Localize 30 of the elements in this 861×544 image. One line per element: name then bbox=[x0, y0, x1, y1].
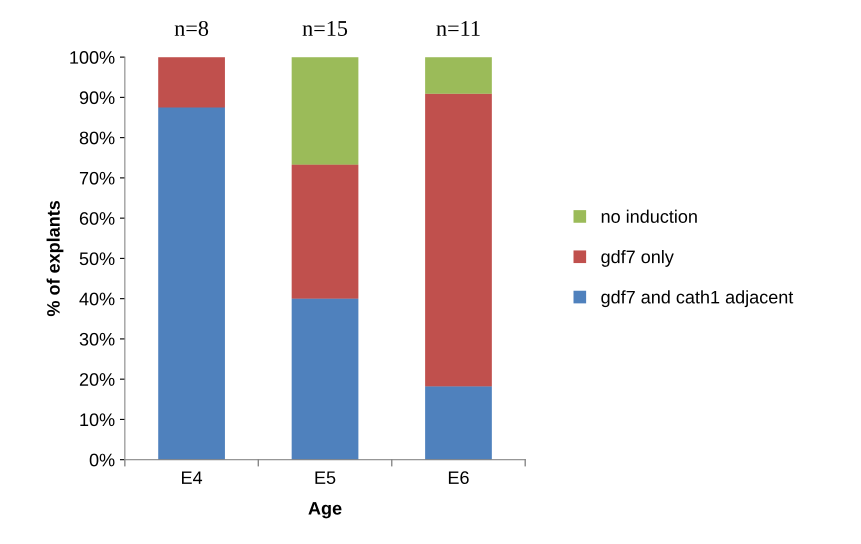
legend-label: no induction bbox=[602, 210, 697, 223]
annotation: n=15 bbox=[302, 21, 348, 36]
x-tick-label: E6 bbox=[448, 471, 469, 484]
annotation: n=11 bbox=[436, 21, 480, 36]
bar bbox=[292, 298, 358, 460]
y-tick-label: 90% bbox=[80, 91, 114, 104]
bar bbox=[425, 57, 492, 94]
bar bbox=[425, 386, 492, 460]
y-tick-label: 40% bbox=[79, 292, 114, 306]
bar bbox=[425, 94, 492, 386]
y-tick-label: 60% bbox=[80, 212, 114, 225]
y-tick-label: 30% bbox=[80, 332, 114, 346]
annotation: n=8 bbox=[174, 20, 208, 36]
bar bbox=[292, 164, 358, 299]
legend-label: gdf7 and cath1 adjacent bbox=[601, 290, 794, 308]
bar bbox=[158, 57, 225, 108]
bar bbox=[292, 57, 358, 165]
y-axis-title: % of explants bbox=[46, 200, 64, 316]
y-tick-label: 50% bbox=[80, 252, 114, 266]
x-tick-label: E5 bbox=[315, 471, 336, 484]
x-axis-title: Age bbox=[308, 502, 342, 518]
y-tick-label: 10% bbox=[80, 413, 114, 426]
bar bbox=[158, 107, 225, 460]
y-tick-label: 100% bbox=[70, 51, 114, 64]
y-tick-label: 0% bbox=[90, 454, 114, 466]
y-tick-label: 70% bbox=[80, 172, 114, 185]
y-tick-label: 20% bbox=[80, 373, 114, 386]
x-tick-label: E4 bbox=[182, 471, 202, 484]
legend-label: gdf7 only bbox=[601, 250, 674, 267]
y-tick-label: 80% bbox=[80, 132, 114, 144]
